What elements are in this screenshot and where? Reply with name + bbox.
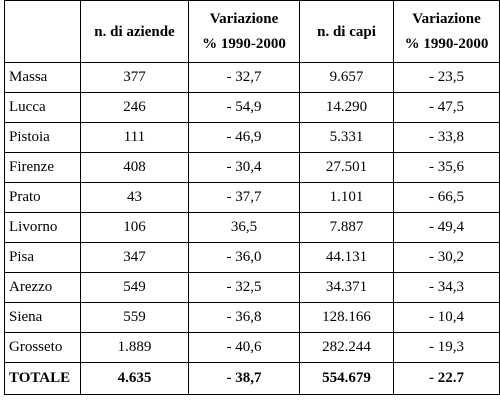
cell-aziende-count: 1.889 [80, 332, 189, 363]
cell-aziende-variation: - 36,0 [188, 242, 300, 273]
cell-aziende-count: 549 [80, 272, 189, 303]
cell-capi-variation: - 23,5 [393, 62, 500, 93]
cell-capi-count: 44.131 [299, 242, 394, 273]
cell-aziende-count: 111 [80, 122, 189, 153]
cell-aziende-count: 559 [80, 302, 189, 333]
header-variazione-aziende: Variazione % 1990-2000 [188, 0, 300, 63]
cell-capi-variation: - 19,3 [393, 332, 500, 363]
cell-aziende-count: 377 [80, 62, 189, 93]
table-row: Livorno 106 36,5 7.887- 49,4 [4, 212, 500, 243]
cell-aziende-count: 106 [80, 212, 189, 243]
total-province-name: TOTALE [4, 362, 81, 395]
cell-province-name: Livorno [4, 212, 81, 243]
cell-capi-count: 14.290 [299, 92, 394, 123]
cell-province-name: Pistoia [4, 122, 81, 153]
table-row: Pisa 347- 36,0 44.131- 30,2 [4, 242, 500, 273]
cell-capi-variation: - 34,3 [393, 272, 500, 303]
cell-capi-count: 128.166 [299, 302, 394, 333]
cell-capi-count: 5.331 [299, 122, 394, 153]
cell-aziende-variation: - 46,9 [188, 122, 300, 153]
table-row: Arezzo 549- 32,5 34.371- 34,3 [4, 272, 500, 303]
total-aziende-variation: - 38,7 [188, 362, 300, 395]
total-capi-variation: - 22.7 [393, 362, 500, 395]
cell-aziende-variation: - 37,7 [188, 182, 300, 213]
table-row: Grosseto 1.889- 40,6 282.244- 19,3 [4, 332, 500, 363]
cell-capi-variation: - 47,5 [393, 92, 500, 123]
header-aziende: n. di aziende [80, 0, 189, 63]
cell-capi-count: 1.101 [299, 182, 394, 213]
cell-aziende-variation: - 40,6 [188, 332, 300, 363]
table-row: Prato 43- 37,7 1.101- 66,5 [4, 182, 500, 213]
cell-aziende-variation: - 32,7 [188, 62, 300, 93]
cell-province-name: Grosseto [4, 332, 81, 363]
cell-province-name: Pisa [4, 242, 81, 273]
cell-aziende-variation: - 36,8 [188, 302, 300, 333]
cell-province-name: Massa [4, 62, 81, 93]
table-row: Pistoia 111- 46,9 5.331- 33,8 [4, 122, 500, 153]
data-table-container: n. di aziende Variazione % 1990-2000 n. … [4, 0, 500, 395]
cell-capi-variation: - 35,6 [393, 152, 500, 183]
cell-capi-variation: - 49,4 [393, 212, 500, 243]
cell-capi-variation: - 10,4 [393, 302, 500, 333]
data-table: n. di aziende Variazione % 1990-2000 n. … [4, 0, 500, 395]
header-capi: n. di capi [299, 0, 394, 63]
table-row: Firenze 408- 30,4 27.501- 35,6 [4, 152, 500, 183]
cell-aziende-variation: - 32,5 [188, 272, 300, 303]
header-variazione-capi: Variazione % 1990-2000 [393, 0, 500, 63]
cell-capi-variation: - 33,8 [393, 122, 500, 153]
cell-capi-count: 282.244 [299, 332, 394, 363]
cell-capi-count: 27.501 [299, 152, 394, 183]
cell-province-name: Lucca [4, 92, 81, 123]
cell-province-name: Prato [4, 182, 81, 213]
cell-province-name: Arezzo [4, 272, 81, 303]
cell-aziende-variation: - 54,9 [188, 92, 300, 123]
table-row: Massa 377- 32,7 9.657- 23,5 [4, 62, 500, 93]
cell-province-name: Firenze [4, 152, 81, 183]
cell-capi-variation: - 66,5 [393, 182, 500, 213]
cell-aziende-count: 246 [80, 92, 189, 123]
cell-capi-count: 34.371 [299, 272, 394, 303]
total-capi-count: 554.679 [299, 362, 394, 395]
total-aziende-count: 4.635 [80, 362, 189, 395]
cell-capi-count: 7.887 [299, 212, 394, 243]
cell-aziende-count: 43 [80, 182, 189, 213]
cell-capi-count: 9.657 [299, 62, 394, 93]
cell-aziende-count: 408 [80, 152, 189, 183]
cell-capi-variation: - 30,2 [393, 242, 500, 273]
cell-aziende-count: 347 [80, 242, 189, 273]
header-cell-empty [4, 0, 81, 63]
table-row: Lucca 246- 54,9 14.290- 47,5 [4, 92, 500, 123]
header-row: n. di aziende Variazione % 1990-2000 n. … [4, 0, 500, 63]
table-row: Siena 559- 36,8 128.166- 10,4 [4, 302, 500, 333]
cell-aziende-variation: 36,5 [188, 212, 300, 243]
cell-province-name: Siena [4, 302, 81, 333]
total-row: TOTALE 4.635- 38,7 554.679- 22.7 [4, 362, 500, 395]
cell-aziende-variation: - 30,4 [188, 152, 300, 183]
